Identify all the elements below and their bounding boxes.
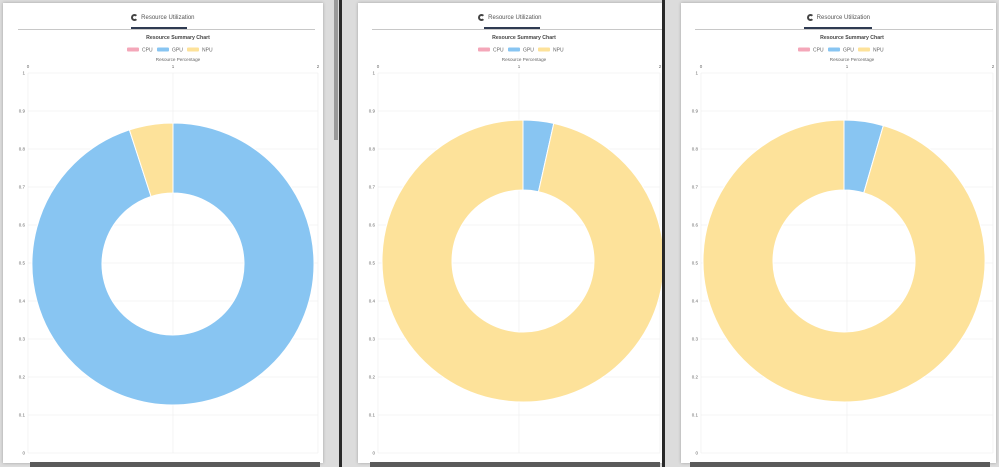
y-tick-label: 0.4 (19, 299, 26, 304)
y-tick-label: 0.9 (19, 109, 26, 114)
x-tick-label: 2 (317, 64, 320, 69)
x-tick-label: 1 (846, 64, 849, 69)
y-tick-label: 0.7 (369, 185, 376, 190)
legend-swatch-npu (858, 47, 870, 52)
chart-title: Resource Summary Chart (492, 35, 556, 41)
y-tick-label: 0.4 (692, 299, 699, 304)
y-tick-label: 0.3 (19, 337, 26, 342)
legend-label-cpu: CPU (142, 48, 153, 54)
y-tick-label: 0.5 (19, 261, 26, 266)
active-tab-indicator (804, 27, 872, 29)
resource-summary-chart: Resource Summary Chart CPU GPU NPU Resource … (369, 35, 662, 456)
resource-utilization-window-1: Resource Utilization Resource Summary Ch… (3, 3, 323, 463)
tab-bar-line (18, 29, 315, 30)
y-tick-label: 0.5 (692, 261, 699, 266)
legend-label-cpu: CPU (493, 48, 504, 54)
taskbar-strip (370, 462, 660, 467)
resource-summary-chart: Resource Summary Chart CPU GPU NPUResource … (19, 35, 320, 456)
legend-label-gpu: GPU (172, 48, 183, 54)
y-tick-label: 0.5 (369, 261, 376, 266)
y-tick-label: 0.4 (369, 299, 376, 304)
y-tick-label: 0 (22, 451, 25, 456)
y-tick-label: 0.9 (369, 109, 376, 114)
scrollbar[interactable] (334, 0, 338, 140)
legend-swatch-npu (187, 47, 199, 52)
tab-bar-line (695, 29, 993, 30)
legend-label-npu: NPU (873, 48, 884, 54)
x-tick-label: 0 (27, 64, 30, 69)
tab-label: Resource Utilization (141, 15, 195, 21)
window-divider-1 (339, 0, 342, 467)
y-tick-label: 1 (372, 71, 375, 76)
taskbar-strip (690, 462, 990, 467)
legend-swatch-npu (538, 47, 550, 52)
legend-label-gpu: GPU (523, 48, 534, 54)
y-tick-label: 0.6 (692, 223, 699, 228)
y-tick-label: 0.8 (19, 147, 26, 152)
tab-resource-utilization[interactable]: Resource Utilization (681, 14, 996, 21)
x-axis-label: Resource Percentage (156, 57, 201, 62)
y-tick-label: 0.8 (369, 147, 376, 152)
y-tick-label: 1 (22, 71, 25, 76)
tab-bar-line (372, 29, 662, 30)
active-tab-indicator (131, 27, 187, 29)
resource-summary-chart: Resource Summary Chart CPU GPU NPU Resource … (692, 35, 995, 456)
y-tick-label: 0.2 (19, 375, 26, 380)
legend-swatch-cpu (127, 47, 139, 52)
taskbar-strip (30, 462, 320, 467)
legend-swatch-cpu (798, 47, 810, 52)
y-tick-label: 0.3 (692, 337, 699, 342)
doughnut-slice-npu (381, 119, 662, 403)
tab-label: Resource Utilization (816, 15, 871, 21)
y-tick-label: 0.7 (19, 185, 26, 190)
x-tick-label: 1 (518, 64, 521, 69)
y-tick-label: 0 (372, 451, 375, 456)
y-tick-label: 0.6 (369, 223, 376, 228)
active-tab-indicator (484, 27, 540, 29)
chart-title: Resource Summary Chart (820, 35, 884, 41)
x-tick-label: 0 (377, 64, 380, 69)
legend-swatch-gpu (828, 47, 840, 52)
resource-utilization-window-3: Resource Utilization Resource Summary Ch… (681, 3, 996, 463)
y-tick-label: 0.6 (19, 223, 26, 228)
y-tick-label: 0.8 (692, 147, 699, 152)
y-tick-label: 0.2 (692, 375, 699, 380)
y-tick-label: 0.1 (369, 413, 376, 418)
x-axis-label: Resource Percentage (830, 57, 875, 62)
resource-utilization-icon (806, 14, 814, 21)
legend-label-cpu: CPU (813, 48, 824, 54)
doughnut-slice-npu (702, 119, 986, 403)
y-tick-label: 0.1 (692, 413, 699, 418)
y-tick-label: 0.7 (692, 185, 699, 190)
y-tick-label: 0.9 (692, 109, 699, 114)
legend-label-npu: NPU (553, 48, 564, 54)
chart-title: Resource Summary Chart (146, 35, 210, 41)
tab-resource-utilization[interactable]: Resource Utilization (358, 14, 662, 21)
legend-label-npu: NPU (202, 48, 213, 54)
y-tick-label: 0.2 (369, 375, 376, 380)
legend-swatch-cpu (478, 47, 490, 52)
doughnut-slice-gpu (31, 122, 315, 406)
x-tick-label: 0 (700, 64, 703, 69)
x-tick-label: 1 (172, 64, 175, 69)
x-axis-label: Resource Percentage (502, 57, 547, 62)
y-tick-label: 0.3 (369, 337, 376, 342)
legend-swatch-gpu (157, 47, 169, 52)
y-tick-label: 0 (695, 451, 698, 456)
window-divider-2 (662, 0, 665, 467)
doughnut-slice-npu (128, 122, 174, 198)
y-tick-label: 0.1 (19, 413, 26, 418)
tab-resource-utilization[interactable]: Resource Utilization (3, 14, 323, 21)
x-tick-label: 2 (992, 64, 995, 69)
legend-label-gpu: GPU (843, 48, 854, 54)
y-tick-label: 1 (695, 71, 698, 76)
legend-swatch-gpu (508, 47, 520, 52)
resource-utilization-window-2: Resource Utilization Resource Summary Ch… (358, 3, 662, 463)
resource-utilization-icon (478, 14, 486, 21)
tab-label: Resource Utilization (488, 15, 542, 21)
x-tick-label: 2 (659, 64, 662, 69)
resource-utilization-icon (131, 14, 139, 21)
